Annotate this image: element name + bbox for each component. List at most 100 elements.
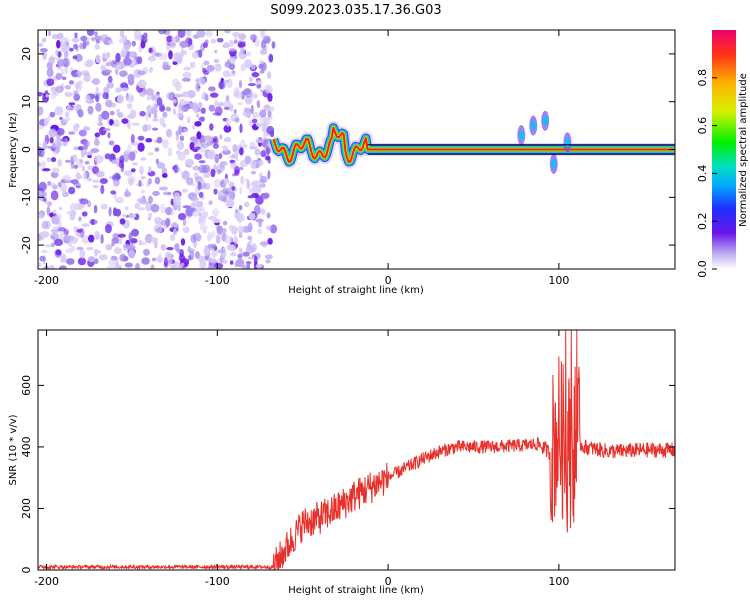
noise-speckle	[199, 206, 206, 212]
signal-burst-core	[530, 120, 536, 131]
noise-speckle	[260, 39, 266, 49]
noise-speckle	[234, 36, 238, 44]
noise-speckle	[195, 113, 200, 118]
noise-speckle	[213, 188, 218, 195]
noise-speckle	[45, 94, 49, 98]
noise-speckle	[67, 104, 71, 110]
noise-speckle	[230, 260, 234, 265]
noise-speckle	[179, 50, 185, 58]
noise-speckle	[73, 226, 77, 233]
noise-speckle	[251, 64, 256, 70]
noise-speckle	[190, 197, 199, 202]
noise-speckle	[93, 204, 98, 214]
noise-speckle	[38, 181, 47, 192]
noise-speckle	[254, 148, 261, 156]
snr-series-line	[38, 330, 675, 570]
noise-speckle	[47, 181, 52, 186]
noise-speckle	[266, 71, 272, 80]
y-tick-label: 0	[20, 567, 33, 574]
noise-speckle	[259, 241, 268, 246]
signal-burst-core	[564, 137, 570, 148]
noise-speckle	[94, 43, 100, 50]
noise-speckle	[267, 237, 273, 245]
noise-speckle	[135, 263, 140, 269]
noise-speckle	[91, 218, 95, 226]
noise-speckle	[146, 104, 151, 114]
noise-speckle	[200, 107, 206, 114]
noise-speckle	[160, 203, 166, 214]
noise-speckle	[119, 253, 127, 262]
noise-speckle	[181, 77, 191, 82]
noise-speckle	[38, 262, 42, 268]
noise-speckle	[54, 238, 63, 246]
noise-speckle	[137, 142, 145, 152]
noise-speckle	[46, 157, 52, 162]
noise-speckle	[87, 151, 94, 155]
noise-speckle	[189, 141, 195, 151]
noise-speckle	[167, 147, 173, 158]
noise-speckle	[120, 87, 129, 92]
noise-speckle	[79, 159, 83, 164]
noise-speckle	[50, 190, 59, 201]
colorbar-tick-label: 0.8	[696, 69, 709, 87]
noise-speckle	[167, 257, 173, 267]
noise-speckle	[198, 116, 205, 122]
noise-speckle	[51, 242, 55, 247]
noise-speckle	[235, 151, 239, 162]
noise-speckle	[69, 202, 77, 212]
noise-speckle	[137, 70, 146, 76]
signal-burst-core	[551, 158, 557, 169]
noise-speckle	[58, 265, 67, 269]
noise-speckle	[215, 234, 221, 244]
y-tick-label: 10	[20, 95, 33, 109]
noise-speckle	[238, 80, 243, 89]
noise-speckle	[191, 51, 200, 59]
noise-speckle	[42, 51, 47, 60]
noise-speckle	[214, 263, 224, 269]
x-tick-label: 100	[548, 274, 569, 287]
noise-speckle	[54, 145, 61, 154]
noise-speckle	[93, 248, 99, 257]
noise-speckle	[208, 200, 213, 206]
noise-speckle	[249, 76, 253, 82]
noise-speckle	[55, 249, 62, 256]
noise-speckle	[222, 79, 230, 83]
noise-speckle	[195, 251, 200, 259]
noise-speckle	[250, 104, 254, 115]
noise-speckle	[250, 159, 257, 170]
noise-speckle	[58, 206, 63, 211]
noise-speckle	[238, 205, 243, 211]
noise-speckle	[140, 157, 147, 161]
noise-speckle	[77, 146, 84, 151]
noise-speckle	[264, 37, 270, 44]
signal-track-layer	[272, 126, 675, 163]
noise-speckle	[56, 213, 62, 222]
noise-speckle	[81, 223, 90, 227]
noise-speckle	[76, 232, 81, 238]
noise-speckle	[92, 77, 101, 86]
noise-speckle	[127, 144, 132, 153]
noise-speckle	[173, 164, 179, 174]
noise-speckle	[74, 82, 80, 90]
noise-speckle	[245, 51, 252, 57]
noise-speckle	[57, 181, 62, 188]
noise-speckle	[251, 243, 257, 252]
noise-speckle	[103, 128, 111, 132]
noise-speckle	[261, 193, 269, 200]
noise-speckle	[107, 132, 111, 139]
noise-speckle	[46, 78, 55, 86]
noise-speckle	[192, 200, 197, 205]
noise-speckle	[52, 209, 57, 215]
noise-speckle	[251, 72, 260, 78]
noise-speckle	[222, 145, 229, 152]
noise-speckle	[74, 32, 78, 39]
noise-speckle	[233, 91, 243, 99]
noise-speckle	[62, 187, 66, 197]
noise-speckle	[148, 166, 152, 173]
x-tick-label: -200	[34, 274, 59, 287]
noise-speckle	[113, 247, 122, 255]
noise-speckle	[244, 95, 253, 105]
noise-speckle	[256, 160, 265, 164]
noise-speckle	[257, 228, 263, 235]
